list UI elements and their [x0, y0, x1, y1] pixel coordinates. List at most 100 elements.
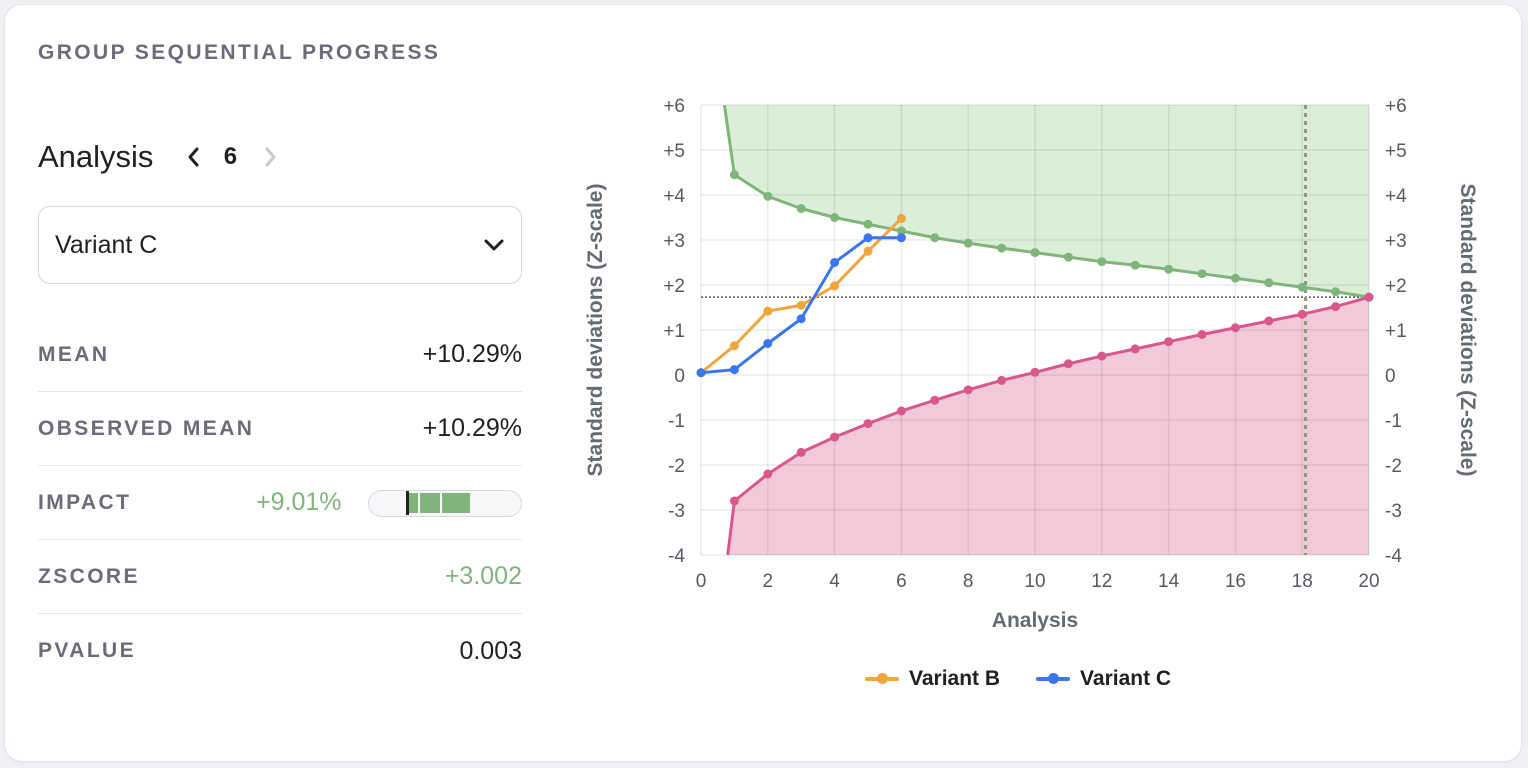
- lower-boundary-point: [1297, 309, 1307, 319]
- chart-svg: 0 2 4 6 8 10 12 14 16 18 20 +6 +6 +5 +5 +4 +4 +3 +3 +2 +2 +1 +…: [584, 96, 1479, 632]
- upper-boundary-point: [1097, 257, 1107, 267]
- y-axis-title-right: Standard deviations (Z-scale): [1456, 184, 1479, 477]
- lower-boundary-point: [763, 469, 773, 479]
- upper-boundary-point: [1297, 282, 1307, 292]
- legend-swatch: [1036, 673, 1071, 684]
- analysis-navigator: Analysis 6: [38, 137, 285, 177]
- series-point-variant-b: [830, 281, 840, 291]
- series-point-variant-b: [763, 306, 773, 316]
- lower-boundary-point: [796, 447, 806, 457]
- y-tick-label: -1: [668, 411, 685, 432]
- stats-list: MEAN +10.29% OBSERVED MEAN +10.29% IMPAC…: [38, 318, 522, 688]
- stat-row-zscore: ZSCORE +3.002: [38, 540, 522, 614]
- impact-zero-marker: [405, 491, 409, 515]
- stat-value: +9.01%: [256, 488, 342, 516]
- y-tick-label-right: -3: [1385, 501, 1402, 522]
- lower-boundary-point: [1331, 302, 1341, 312]
- sequential-chart: 0 2 4 6 8 10 12 14 16 18 20 +6 +6 +5 +5 +4 +4 +3 +3 +2 +2 +1 +…: [565, 65, 1505, 715]
- stat-label: MEAN: [38, 342, 110, 366]
- y-tick-label: +4: [663, 186, 685, 207]
- legend-label: Variant B: [909, 667, 1001, 690]
- y-tick-label: +6: [663, 96, 685, 117]
- lower-boundary-point: [930, 395, 940, 405]
- lower-boundary-point: [1130, 344, 1140, 354]
- series-point-variant-c: [863, 233, 873, 243]
- x-tick-label: 4: [829, 571, 840, 592]
- upper-boundary-point: [1164, 264, 1174, 274]
- analysis-number: 6: [223, 143, 238, 170]
- y-tick-label-right: +3: [1385, 231, 1407, 252]
- lower-boundary-point: [997, 375, 1007, 385]
- y-tick-label-right: -4: [1385, 546, 1402, 567]
- group-sequential-card: GROUP SEQUENTIAL PROGRESS Analysis 6 Var…: [4, 4, 1522, 762]
- next-analysis-button[interactable]: [255, 137, 285, 177]
- upper-boundary-point: [963, 238, 973, 248]
- legend-item-variant-c[interactable]: Variant C: [1036, 667, 1171, 691]
- upper-boundary-point: [863, 219, 873, 229]
- upper-boundary-point: [1030, 248, 1040, 258]
- stat-value: +10.29%: [422, 340, 522, 368]
- analysis-label: Analysis: [38, 139, 154, 174]
- x-tick-label: 8: [963, 571, 974, 592]
- y-tick-label-right: 0: [1385, 366, 1396, 387]
- variant-select[interactable]: Variant C: [38, 206, 522, 284]
- y-tick-label: +1: [663, 321, 685, 342]
- x-tick-label: 18: [1292, 571, 1313, 592]
- lower-boundary-point: [1264, 316, 1274, 326]
- lower-boundary-point: [830, 432, 840, 442]
- x-tick-label: 12: [1091, 571, 1112, 592]
- upper-boundary-point: [729, 170, 739, 180]
- x-tick-label: 10: [1024, 571, 1045, 592]
- upper-boundary-point: [1130, 260, 1140, 270]
- legend-item-variant-b[interactable]: Variant B: [865, 667, 1000, 691]
- lower-boundary-point: [1164, 337, 1174, 347]
- lower-boundary-point: [1030, 367, 1040, 377]
- series-point-variant-c: [830, 258, 840, 267]
- upper-boundary-point: [930, 233, 940, 243]
- y-tick-label-right: +6: [1385, 96, 1407, 117]
- stat-label: OBSERVED MEAN: [38, 416, 255, 440]
- impact-interval-tick: [417, 493, 420, 513]
- y-tick-label-right: -2: [1385, 456, 1402, 477]
- series-point-variant-c: [729, 365, 739, 375]
- legend-swatch: [865, 673, 899, 684]
- y-tick-label: -2: [668, 456, 685, 477]
- y-tick-label-right: +4: [1385, 186, 1407, 207]
- stat-label: IMPACT: [38, 490, 132, 514]
- impact-interval-bar: [368, 490, 522, 517]
- chevron-right-icon: [265, 147, 276, 167]
- x-axis-title: Analysis: [992, 609, 1078, 632]
- upper-boundary-point: [1331, 287, 1341, 297]
- stat-row-pvalue: PVALUE 0.003: [38, 614, 522, 688]
- y-tick-label: 0: [674, 366, 685, 387]
- series-point-variant-c: [796, 314, 806, 324]
- upper-boundary-point: [1264, 278, 1274, 288]
- lower-boundary-point: [963, 385, 973, 395]
- upper-boundary-point: [896, 226, 906, 236]
- y-tick-label: -4: [668, 546, 685, 567]
- series-point-variant-b: [796, 300, 806, 310]
- upper-region: [724, 105, 1369, 298]
- stat-value: 0.003: [459, 636, 522, 665]
- lower-boundary-point: [1364, 292, 1374, 302]
- series-point-variant-b: [729, 341, 739, 351]
- lower-boundary-point: [1197, 330, 1207, 339]
- lower-boundary-point: [1063, 359, 1073, 369]
- y-tick-label-right: +1: [1385, 321, 1407, 342]
- series-point-variant-b: [896, 213, 906, 223]
- x-tick-label: 6: [896, 571, 907, 592]
- lower-boundary-point: [863, 419, 873, 429]
- y-tick-label-right: +5: [1385, 141, 1407, 162]
- x-tick-label: 20: [1358, 571, 1379, 592]
- lower-region: [727, 297, 1369, 555]
- x-tick-label: 0: [696, 571, 707, 592]
- y-tick-label: +5: [663, 141, 685, 162]
- stat-label: ZSCORE: [38, 564, 140, 588]
- chevron-down-icon: [484, 239, 504, 251]
- x-tick-label: 16: [1225, 571, 1246, 592]
- stat-value: +3.002: [444, 562, 522, 590]
- previous-analysis-button[interactable]: [179, 137, 209, 177]
- legend-label: Variant C: [1080, 667, 1172, 690]
- impact-estimate-tick: [439, 493, 442, 513]
- stat-row-observed-mean: OBSERVED MEAN +10.29%: [38, 392, 522, 466]
